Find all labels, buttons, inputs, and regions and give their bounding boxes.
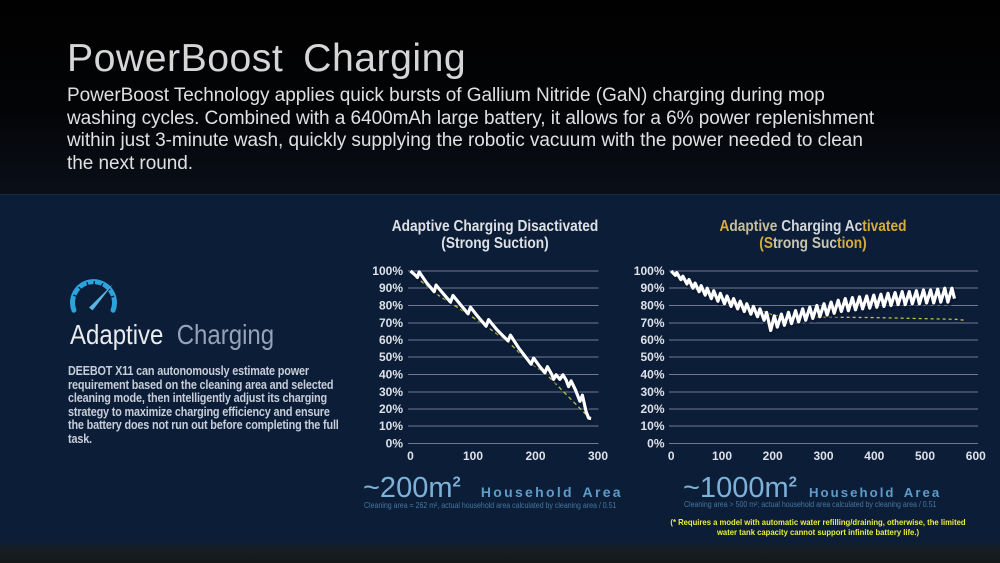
- svg-text:70%: 70%: [379, 316, 403, 330]
- svg-text:100%: 100%: [634, 264, 665, 278]
- svg-text:40%: 40%: [640, 368, 664, 382]
- svg-text:400: 400: [864, 449, 884, 463]
- svg-text:20%: 20%: [640, 402, 664, 416]
- svg-text:300: 300: [813, 449, 833, 463]
- svg-text:70%: 70%: [640, 316, 664, 330]
- svg-text:80%: 80%: [379, 299, 403, 313]
- svg-text:500: 500: [915, 449, 935, 463]
- svg-text:100%: 100%: [372, 264, 403, 278]
- svg-text:0%: 0%: [647, 437, 665, 451]
- svg-text:100: 100: [463, 449, 483, 463]
- svg-text:30%: 30%: [640, 385, 664, 399]
- svg-text:60%: 60%: [379, 333, 403, 347]
- svg-text:40%: 40%: [379, 368, 403, 382]
- svg-text:20%: 20%: [379, 402, 403, 416]
- svg-text:90%: 90%: [640, 281, 664, 295]
- svg-text:600: 600: [966, 449, 986, 463]
- svg-text:0: 0: [668, 449, 675, 463]
- svg-text:100: 100: [712, 449, 732, 463]
- svg-text:0: 0: [407, 449, 414, 463]
- svg-text:50%: 50%: [640, 350, 664, 364]
- svg-text:200: 200: [763, 449, 783, 463]
- svg-text:30%: 30%: [379, 385, 403, 399]
- svg-text:10%: 10%: [640, 419, 664, 433]
- svg-text:300: 300: [588, 449, 608, 463]
- svg-text:10%: 10%: [379, 419, 403, 433]
- svg-text:80%: 80%: [640, 299, 664, 313]
- svg-text:60%: 60%: [640, 333, 664, 347]
- svg-text:0%: 0%: [386, 437, 404, 451]
- svg-text:50%: 50%: [379, 350, 403, 364]
- svg-text:90%: 90%: [379, 281, 403, 295]
- svg-text:200: 200: [525, 449, 545, 463]
